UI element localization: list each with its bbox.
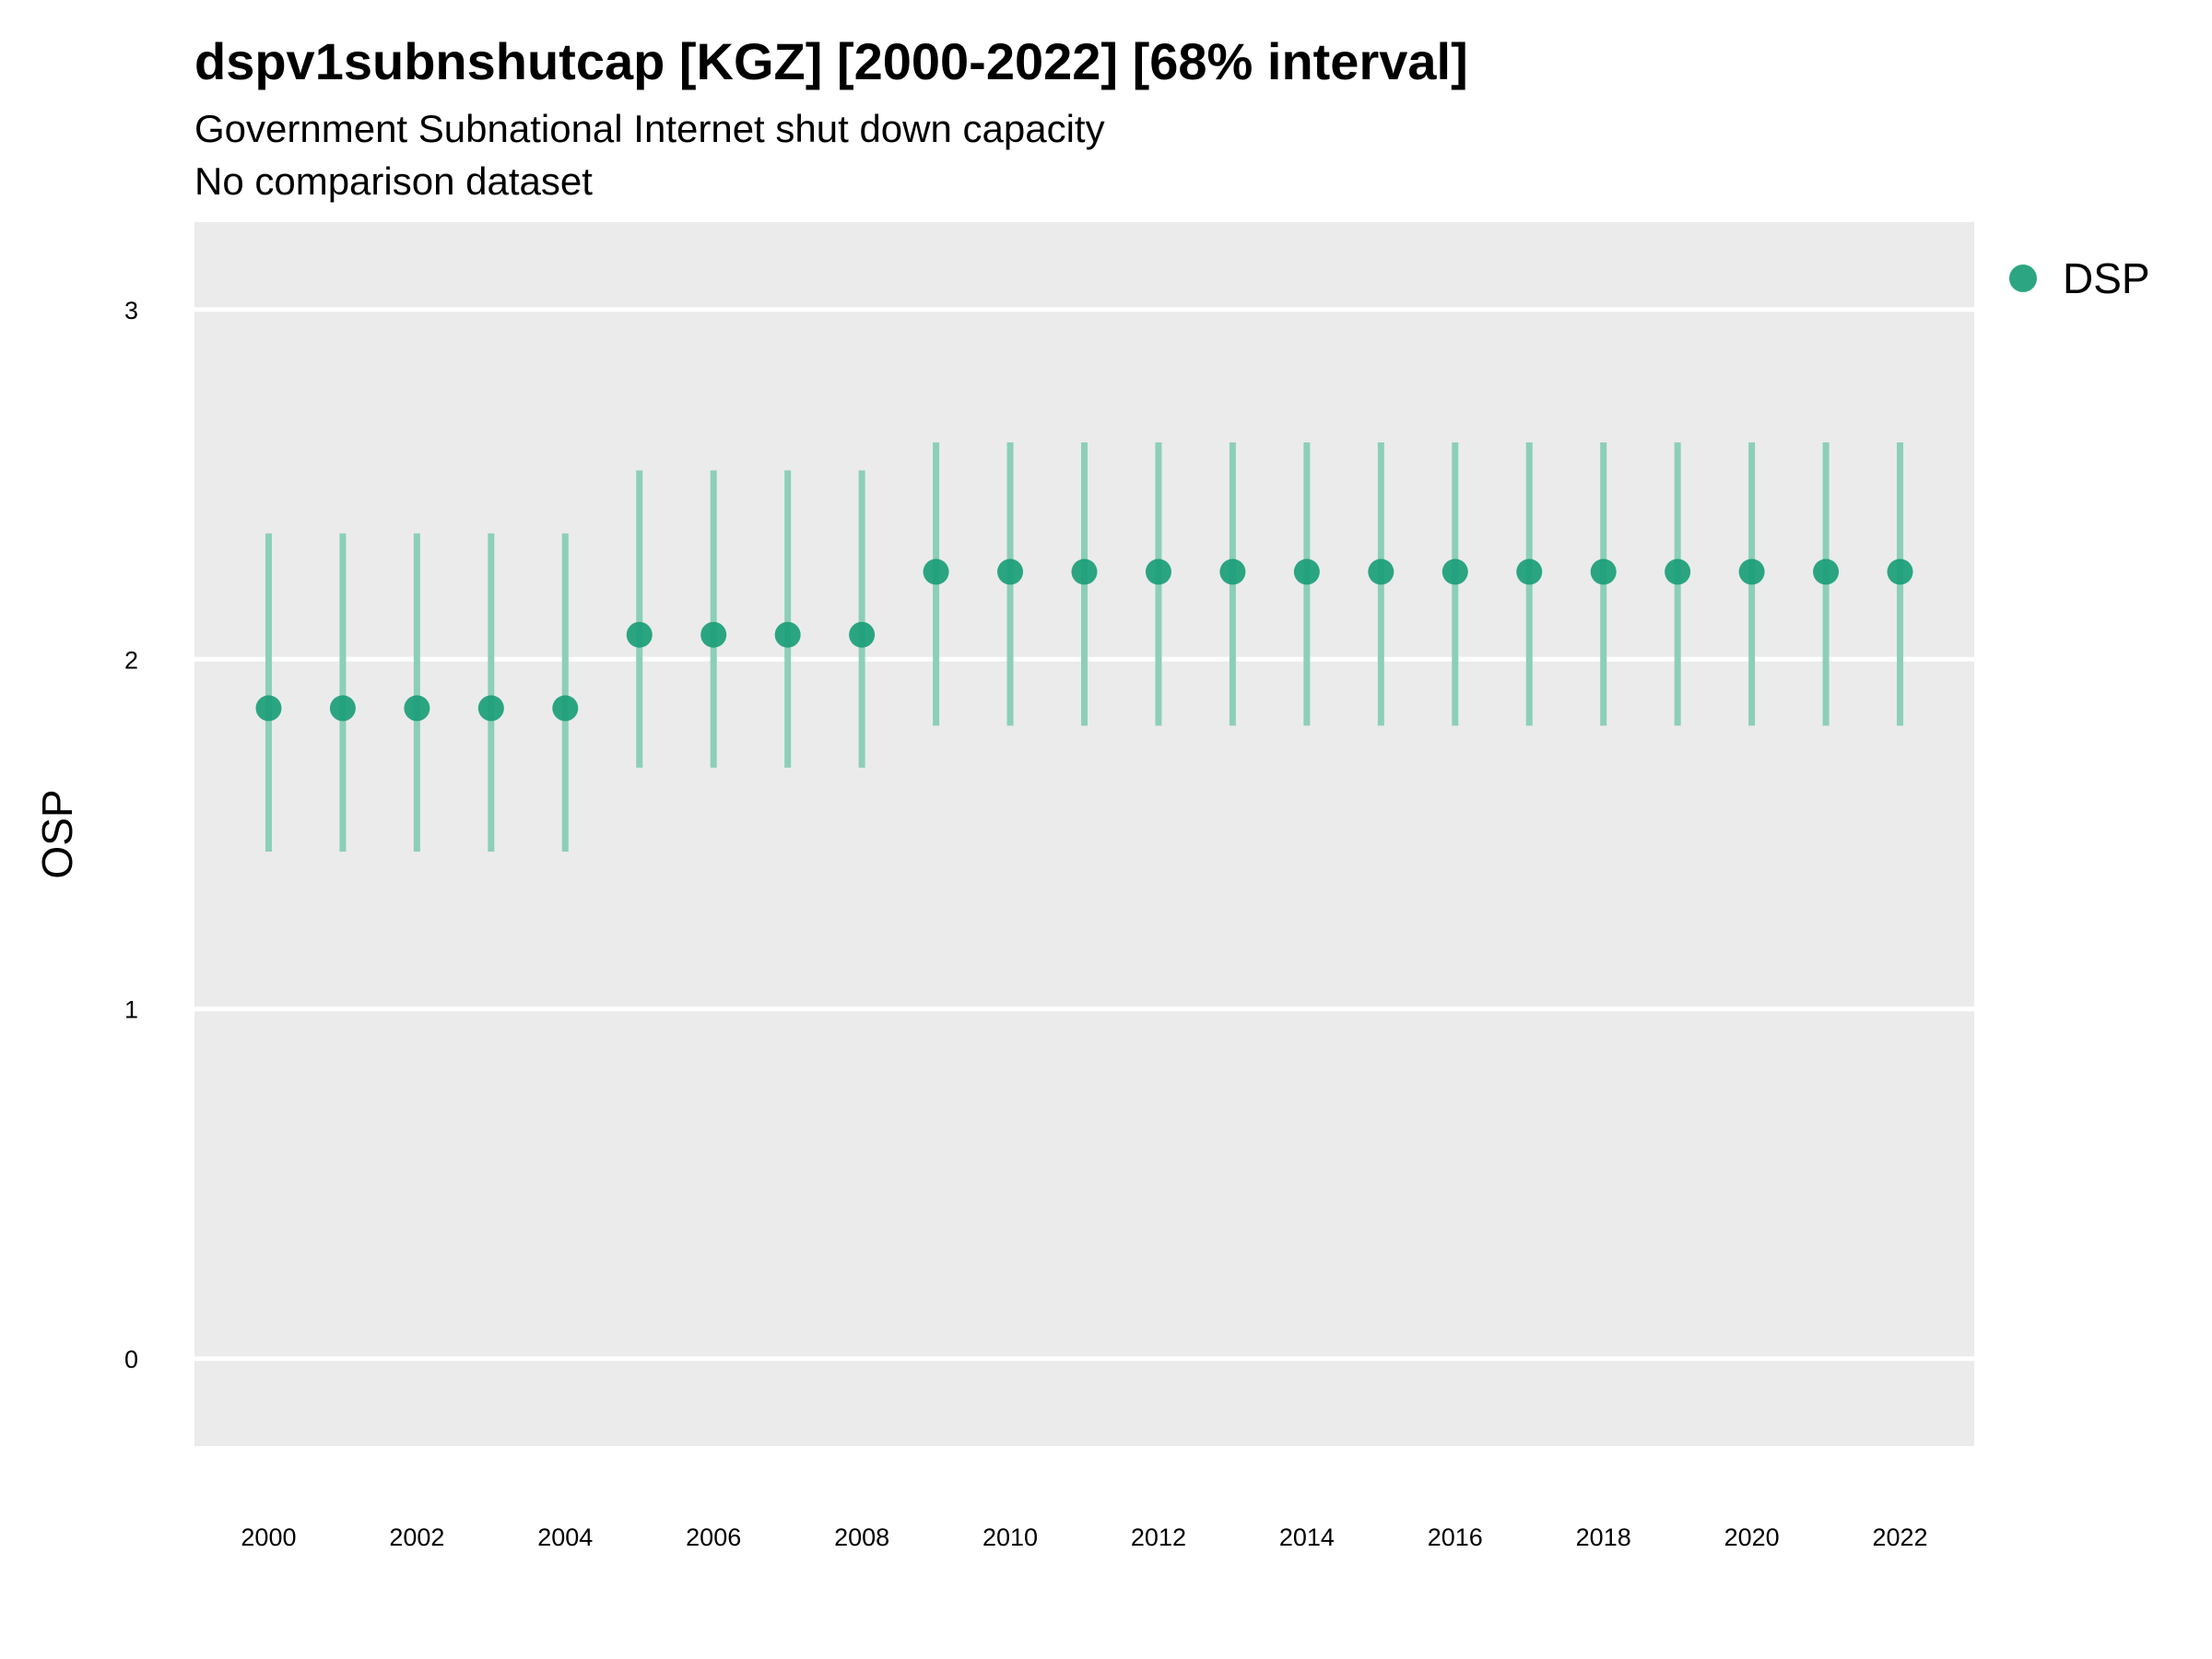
x-tick-label: 2002 xyxy=(389,1524,444,1551)
x-tick-label: 2000 xyxy=(241,1524,296,1551)
legend-key-dsp xyxy=(2009,265,2037,292)
x-tick-label: 2020 xyxy=(1724,1524,1780,1551)
data-points xyxy=(255,559,1913,722)
y-tick-label: 1 xyxy=(124,996,138,1024)
x-tick-label: 2004 xyxy=(537,1524,593,1551)
data-point xyxy=(774,621,801,648)
data-point xyxy=(1071,559,1098,585)
data-point xyxy=(255,695,282,722)
x-tick-label: 2018 xyxy=(1576,1524,1631,1551)
y-tick-labels: 0 1 2 3 xyxy=(124,297,138,1373)
data-point xyxy=(1516,559,1543,585)
x-tick-label: 2008 xyxy=(834,1524,889,1551)
data-point xyxy=(1368,559,1394,585)
data-point xyxy=(1665,559,1691,585)
x-tick-label: 2006 xyxy=(686,1524,741,1551)
data-point xyxy=(1738,559,1765,585)
legend-label-dsp: DSP xyxy=(2063,254,2150,302)
data-point xyxy=(1590,559,1617,585)
y-axis-title: OSP xyxy=(33,789,81,878)
data-point xyxy=(1887,559,1913,585)
data-point xyxy=(626,621,653,648)
data-point xyxy=(404,695,430,722)
y-tick-label: 2 xyxy=(124,646,138,674)
data-point xyxy=(923,559,949,585)
data-point xyxy=(1293,559,1320,585)
y-tick-label: 0 xyxy=(124,1346,138,1373)
x-tick-label: 2012 xyxy=(1131,1524,1186,1551)
data-point xyxy=(1441,559,1468,585)
data-point xyxy=(1145,559,1171,585)
data-point xyxy=(849,621,876,648)
y-tick-label: 3 xyxy=(124,297,138,324)
legend: DSP xyxy=(2009,254,2150,302)
data-point xyxy=(997,559,1024,585)
x-tick-label: 2016 xyxy=(1428,1524,1483,1551)
chart-subtitle: Government Subnational Internet shut dow… xyxy=(194,107,1105,150)
data-point xyxy=(700,621,727,648)
plot-panel xyxy=(194,222,1974,1446)
x-tick-label: 2014 xyxy=(1279,1524,1335,1551)
chart-title: dspv1subnshutcap [KGZ] [2000-2022] [68% … xyxy=(194,32,1468,90)
x-tick-label: 2010 xyxy=(982,1524,1038,1551)
data-point xyxy=(1813,559,1840,585)
chart-subtitle-comparison: No comparison dataset xyxy=(194,159,593,203)
data-point xyxy=(477,695,504,722)
data-point xyxy=(552,695,579,722)
data-point xyxy=(1219,559,1246,585)
grid-lines xyxy=(155,307,1974,1361)
x-tick-label: 2022 xyxy=(1873,1524,1928,1551)
x-tick-labels: 2000 2002 2004 2006 2008 2010 2012 2014 2016 2018… xyxy=(241,1524,1927,1551)
data-point xyxy=(329,695,356,722)
